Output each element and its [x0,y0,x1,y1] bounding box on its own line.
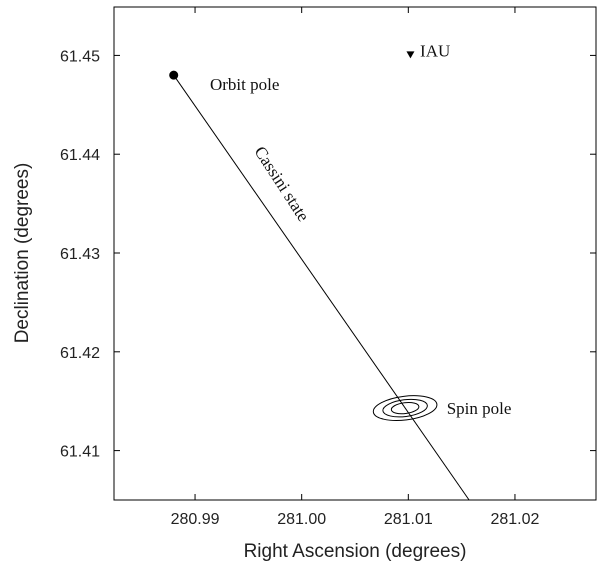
y-tick-label: 61.44 [60,147,100,164]
annotation-label: Orbit pole [210,75,279,94]
x-axis-title: Right Ascension (degrees) [244,541,467,562]
spin-pole-contour [372,395,438,422]
spin-pole-contour [390,401,420,415]
iau-point [406,51,415,59]
cassini-state-line [173,74,470,501]
y-tick-label: 61.41 [60,444,100,461]
annotation-label: Spin pole [447,399,512,418]
marks [169,51,470,501]
spin-pole-contour [382,398,428,418]
x-tick-label: 281.01 [384,511,433,528]
x-tick-label: 281.02 [490,511,539,528]
y-axis-title: Declination (degrees) [12,163,33,344]
annotations: Orbit pole IAU Spin pole Cassini state [210,41,511,418]
x-tick-label: 280.99 [171,511,220,528]
y-tick-label: 61.45 [60,48,100,65]
annotation-label: Cassini state [251,143,313,225]
plot-frame [113,6,597,501]
y-tick-label: 61.42 [60,345,100,362]
x-tick-label: 281.00 [277,511,326,528]
y-tick-label: 61.43 [60,246,100,263]
orbit-pole-point [169,70,179,80]
ticks: 280.99 281.00 281.01 281.02 61.41 61.42 61.43 6… [60,7,596,528]
annotation-label: IAU [420,41,450,60]
